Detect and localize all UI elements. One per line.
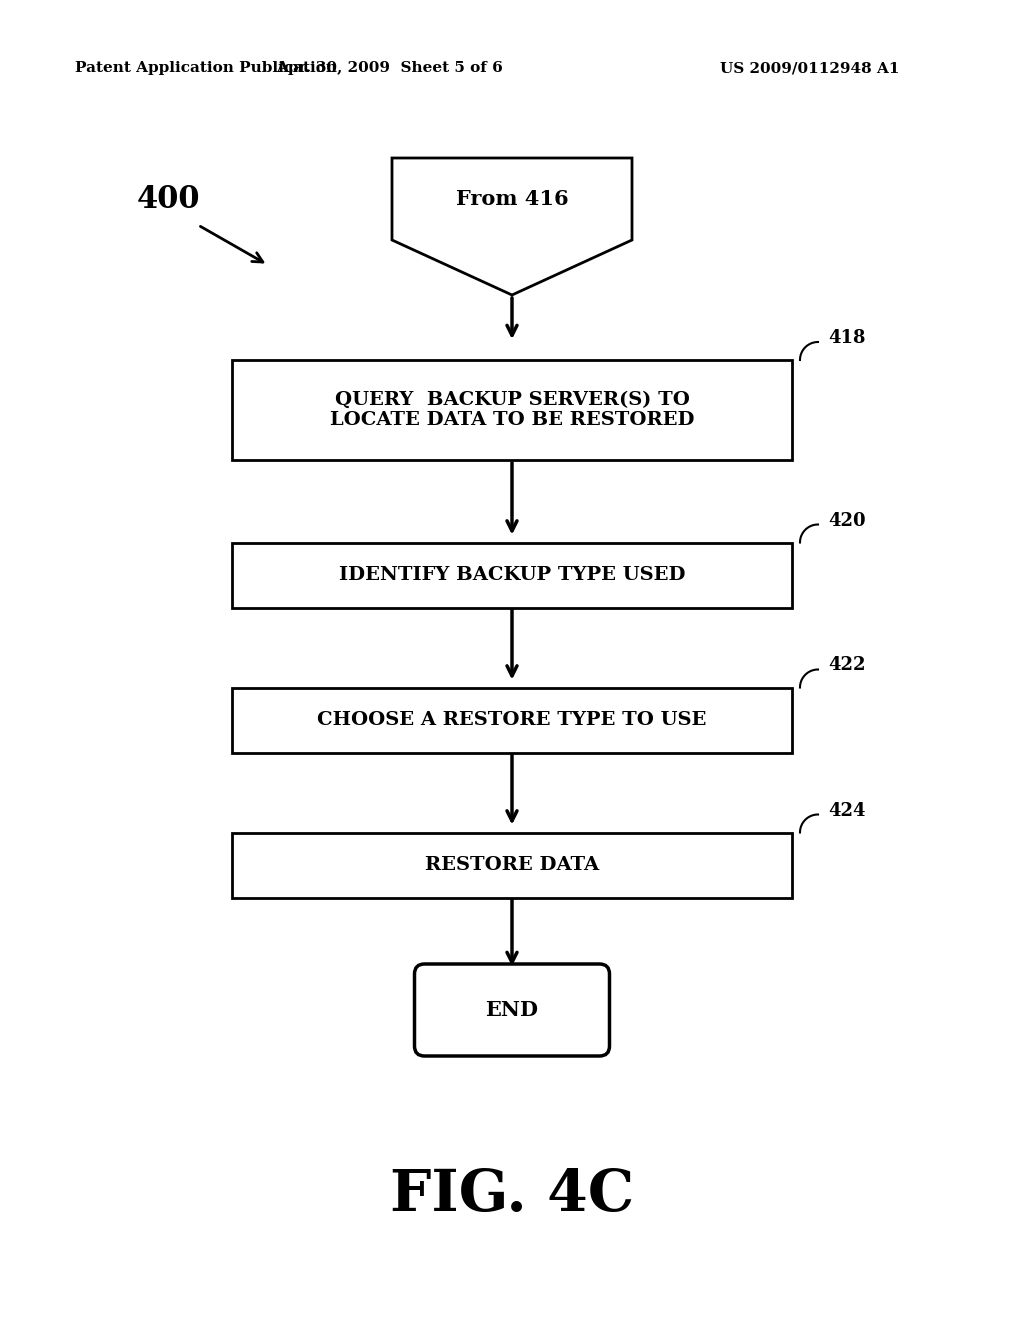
Text: QUERY  BACKUP SERVER(S) TO
LOCATE DATA TO BE RESTORED: QUERY BACKUP SERVER(S) TO LOCATE DATA TO… — [330, 391, 694, 429]
Bar — [232, 543, 792, 607]
Bar — [232, 688, 792, 752]
Text: 422: 422 — [828, 656, 865, 675]
Text: From 416: From 416 — [456, 189, 568, 209]
Bar — [232, 833, 792, 898]
Text: IDENTIFY BACKUP TYPE USED: IDENTIFY BACKUP TYPE USED — [339, 566, 685, 583]
Text: 400: 400 — [136, 185, 200, 215]
Text: Patent Application Publication: Patent Application Publication — [75, 61, 337, 75]
FancyBboxPatch shape — [415, 964, 609, 1056]
Text: CHOOSE A RESTORE TYPE TO USE: CHOOSE A RESTORE TYPE TO USE — [317, 711, 707, 729]
Text: RESTORE DATA: RESTORE DATA — [425, 855, 599, 874]
Text: 420: 420 — [828, 511, 865, 529]
Text: 418: 418 — [828, 329, 865, 347]
Text: Apr. 30, 2009  Sheet 5 of 6: Apr. 30, 2009 Sheet 5 of 6 — [276, 61, 504, 75]
Text: 424: 424 — [828, 801, 865, 820]
Text: END: END — [485, 1001, 539, 1020]
Text: US 2009/0112948 A1: US 2009/0112948 A1 — [720, 61, 899, 75]
Polygon shape — [392, 158, 632, 294]
Text: FIG. 4C: FIG. 4C — [390, 1167, 634, 1224]
Bar — [232, 360, 792, 459]
